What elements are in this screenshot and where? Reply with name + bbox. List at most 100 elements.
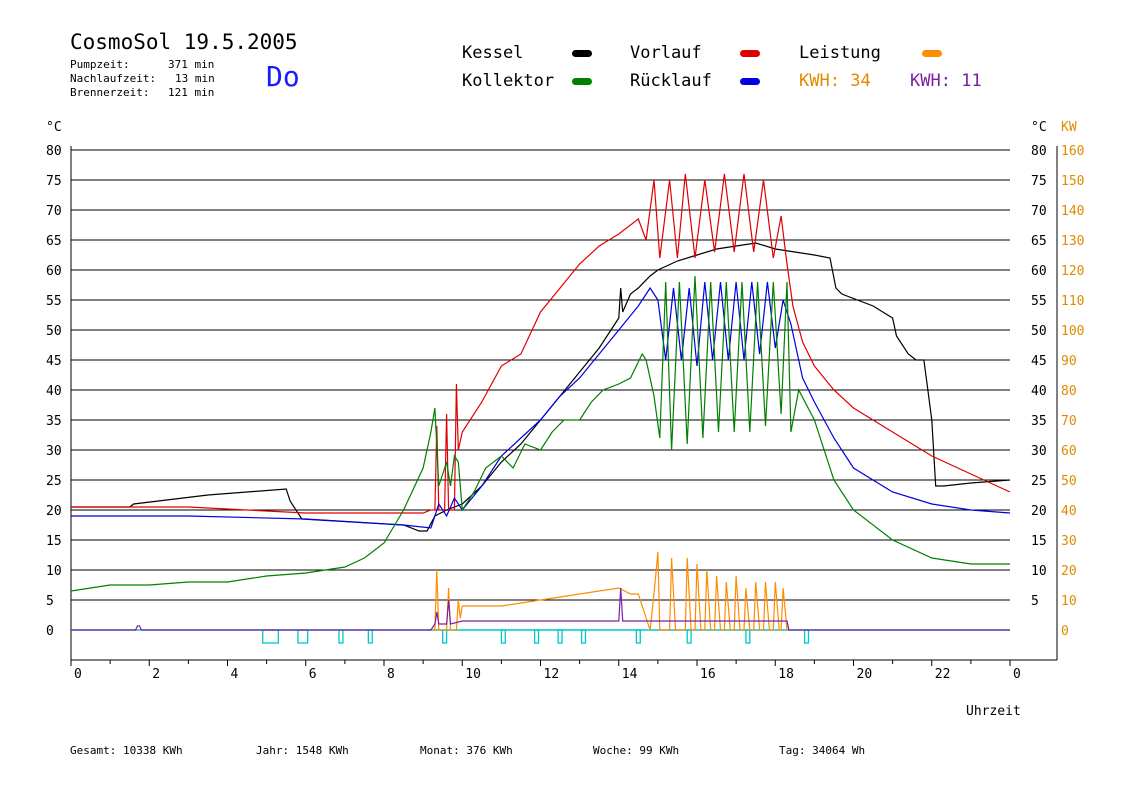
y-axis-label-right-c: °C [1031,120,1047,135]
pump-interval [533,629,540,644]
y-tick-label-right-c: 60 [1031,264,1047,279]
x-tick-label: 12 [544,667,560,682]
y-tick-label-right-kw: 110 [1061,294,1084,309]
y-axis-label-left: °C [46,120,62,135]
y-tick-label-left: 70 [46,204,62,219]
y-tick-label-left: 40 [46,384,62,399]
y-tick-label-right-c: 80 [1031,144,1047,159]
x-tick-label: 0 [74,667,82,682]
legend-leistung-swatch [922,50,942,57]
stat-label: Brennerzeit: [70,86,150,99]
kwh-label: KWH: [910,71,951,91]
pump-interval [367,629,373,644]
y-tick-label-left: 75 [46,174,62,189]
footer-label: Tag: [779,744,806,757]
footer-tag: Tag: 34064 Wh [779,744,865,757]
footer-label: Gesamt: [70,744,117,757]
stat-value: 13 min [175,72,215,85]
series-line-leistung [430,551,789,631]
pump-interval [557,629,563,644]
y-tick-label-right-kw: 160 [1061,144,1084,159]
y-tick-label-left: 80 [46,144,62,159]
series-line-kollektor [70,275,1010,592]
kwh-value: 11 [961,71,982,91]
legend-vorlauf-label: Vorlauf [630,43,702,63]
y-tick-label-left: 5 [46,594,54,609]
footer-value: 34064 Wh [812,744,866,757]
x-tick-label: 4 [231,667,239,682]
y-tick-label-right-kw: 120 [1061,264,1084,279]
y-tick-label-left: 50 [46,324,62,339]
kwh-value: 34 [850,71,871,91]
y-tick-label-right-kw: 30 [1061,534,1077,549]
kwh-label: KWH: [799,71,840,91]
y-tick-label-right-c: 45 [1031,354,1047,369]
y-tick-label-right-c: 10 [1031,564,1047,579]
series-line-vorlauf [71,173,1011,514]
footer-value: 376 KWh [466,744,513,757]
footer-label: Monat: [420,744,460,757]
legend-kessel-swatch [572,50,592,57]
pump-interval [745,629,751,644]
stat-nachlaufzeit: Nachlaufzeit: 13 min [70,72,215,85]
y-tick-label-right-kw: 100 [1061,324,1084,339]
x-tick-label: 18 [778,667,794,682]
legend-ruecklauf-swatch [740,78,760,85]
pump-interval [297,629,309,644]
chart-title: CosmoSol 19.5.2005 [70,30,298,54]
weekday-label: Do [266,60,300,93]
stat-label: Pumpzeit: [70,58,130,71]
footer-label: Woche: [593,744,633,757]
y-tick-label-left: 35 [46,414,62,429]
y-tick-label-right-c: 25 [1031,474,1047,489]
series-line-leistung2 [71,587,1010,631]
legend-vorlauf-swatch [740,50,760,57]
legend-ruecklauf-label: Rücklauf [630,71,712,91]
y-tick-label-right-kw: 50 [1061,474,1077,489]
temperature-chart: 0 2 4 6 8 10 12 14 16 18 20 22 0 Uhrzeit 0 5 10 15 20 25 30 3… [46,120,1084,719]
y-tick-label-right-kw: 0 [1061,624,1069,639]
x-tick-label: 22 [935,667,951,682]
pump-interval [262,629,280,644]
y-tick-label-right-kw: 80 [1061,384,1077,399]
legend-kollektor-swatch [572,78,592,85]
y-tick-label-right-kw: 40 [1061,504,1077,519]
legend-leistung-label: Leistung [799,43,881,63]
y-tick-label-right-c: 70 [1031,204,1047,219]
y-tick-label-left: 65 [46,234,62,249]
stat-value: 371 min [168,58,215,71]
y-tick-label-right-kw: 20 [1061,564,1077,579]
legend-kwh-purple: KWH: 11 [910,71,982,91]
y-tick-label-right-c: 75 [1031,174,1047,189]
y-tick-label-right-c: 40 [1031,384,1047,399]
x-tick-label: 6 [309,667,317,682]
y-axis-label-right-kw: KW [1061,120,1077,135]
x-tick-label: 14 [622,667,638,682]
pump-interval [338,629,344,644]
x-tick-label: 2 [152,667,160,682]
y-tick-label-left: 15 [46,534,62,549]
y-tick-label-right-kw: 150 [1061,174,1084,189]
x-tick-label: 8 [387,667,395,682]
y-tick-label-right-kw: 70 [1061,414,1077,429]
y-tick-label-left: 20 [46,504,62,519]
y-tick-label-right-kw: 130 [1061,234,1084,249]
y-tick-label-right-kw: 10 [1061,594,1077,609]
series-line-r-cklauf [71,281,1011,529]
footer-jahr: Jahr: 1548 KWh [256,744,349,757]
y-tick-label-left: 10 [46,564,62,579]
stat-brennerzeit: Brennerzeit: 121 min [70,86,214,99]
legend-kollektor-label: Kollektor [462,71,555,91]
y-tick-label-right-c: 50 [1031,324,1047,339]
x-tick-label: 20 [857,667,873,682]
x-tick-label: 10 [465,667,481,682]
y-tick-label-left: 55 [46,294,62,309]
series-line-kessel [71,242,1011,532]
pump-interval [442,629,448,644]
pump-interval [500,629,506,644]
y-tick-label-right-kw: 90 [1061,354,1077,369]
stat-pumpzeit: Pumpzeit: 371 min [70,58,214,71]
y-tick-label-right-c: 20 [1031,504,1047,519]
y-tick-label-right-c: 65 [1031,234,1047,249]
pump-interval [580,629,587,644]
